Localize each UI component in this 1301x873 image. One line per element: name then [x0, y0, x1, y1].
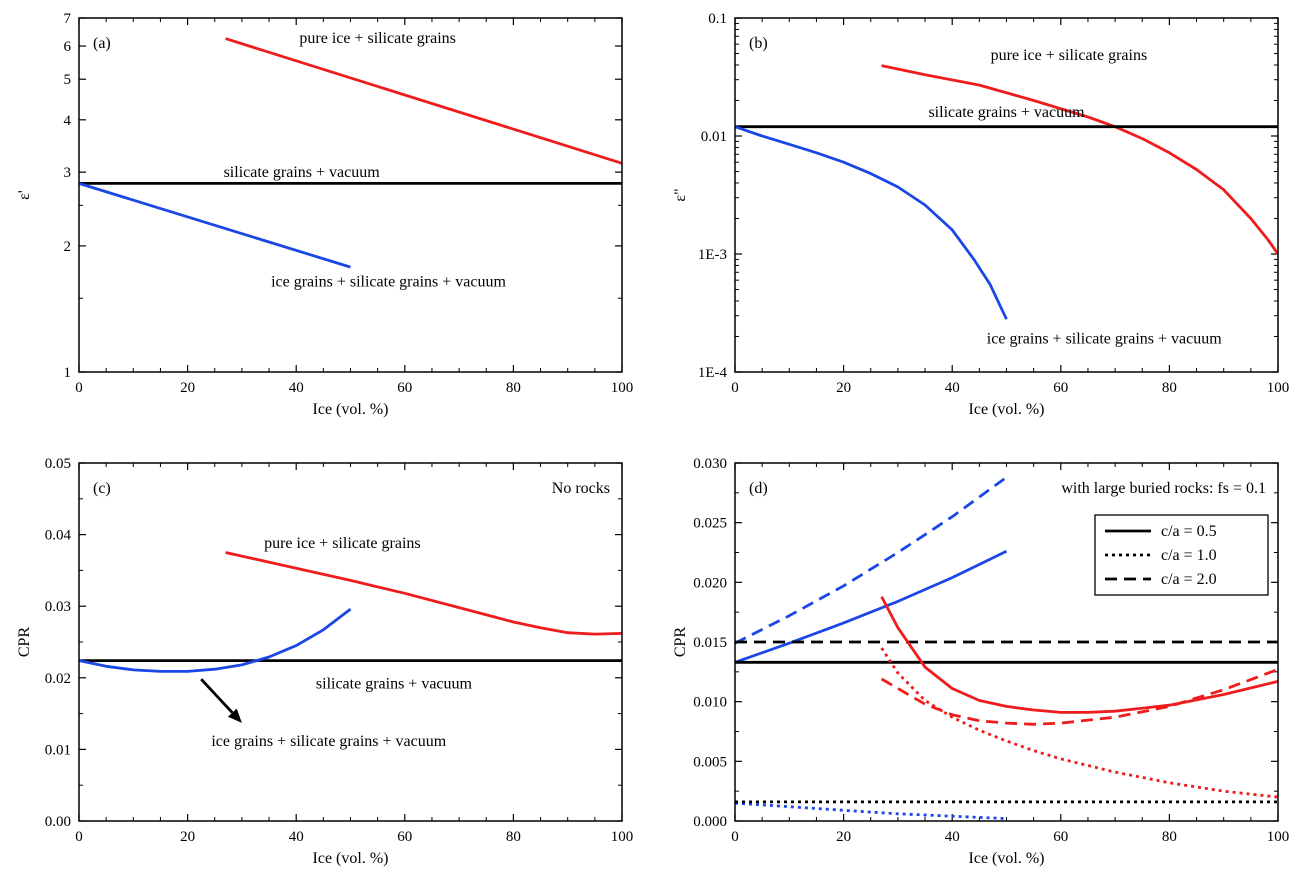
series-line [225, 551, 622, 636]
series-line [735, 476, 1008, 645]
y-axis-label: ε" [672, 188, 689, 201]
series-line [79, 607, 352, 673]
series-line [881, 64, 1278, 255]
annotation: pure ice + silicate grains [991, 47, 1148, 64]
plot-frame [78, 462, 623, 822]
panel-c: 0 20 40 60 80 100 0.00 0.01 0.02 0.03 0.04 0.05 pure… [16, 456, 633, 867]
y-tick-label: 0.010 [693, 695, 727, 711]
legend-label: c/a = 0.5 [1161, 523, 1217, 540]
x-tick-label: 100 [611, 380, 634, 396]
annotation: pure ice + silicate grains [264, 535, 421, 552]
x-tick-label: 60 [1053, 829, 1068, 845]
y-tick-label: 0.025 [693, 516, 727, 532]
y-axis-label: ε' [16, 190, 33, 200]
y-tick-label: 0.1 [708, 11, 727, 27]
x-tick-label: 100 [611, 829, 634, 845]
x-tick-label: 100 [1267, 829, 1290, 845]
series-line [735, 801, 1007, 820]
annotation: ice grains + silicate grains + vacuum [987, 330, 1222, 347]
panel-d: 0 20 40 60 80 100 0.000 0.005 0.010 0.015 0.020 0.0… [672, 456, 1289, 867]
x-tick-label: 20 [836, 829, 851, 845]
panel-label: (b) [749, 35, 768, 52]
panel-label: (c) [93, 480, 111, 497]
x-axis-label: Ice (vol. %) [969, 850, 1045, 867]
plot-frame [734, 17, 1279, 373]
x-axis-label: Ice (vol. %) [969, 401, 1045, 418]
annotation: silicate grains + vacuum [224, 164, 381, 181]
y-tick-label: 1E-4 [698, 365, 728, 381]
legend-label: c/a = 1.0 [1161, 547, 1217, 564]
x-tick-label: 0 [731, 829, 739, 845]
legend-label: c/a = 2.0 [1161, 571, 1217, 588]
x-tick-label: 80 [506, 380, 521, 396]
arrow-line [200, 678, 234, 714]
panel-b: 0 20 40 60 80 100 1E-4 1E-3 0.01 0.1 pure ice + si… [672, 11, 1289, 418]
y-tick-label: 1 [64, 365, 72, 381]
y-tick-label: 0.03 [45, 599, 71, 615]
y-tick-label: 5 [64, 72, 72, 88]
y-tick-label: 0.005 [693, 754, 727, 770]
x-tick-label: 60 [1053, 380, 1068, 396]
annotation: silicate grains + vacuum [928, 104, 1085, 121]
x-tick-label: 20 [180, 829, 195, 845]
y-tick-label: 0.00 [45, 814, 71, 830]
series-line [880, 668, 1278, 726]
series-line [225, 37, 622, 165]
x-tick-label: 40 [289, 380, 304, 396]
series-line [735, 550, 1008, 664]
y-tick-label: 2 [64, 239, 72, 255]
y-tick-label: 0.01 [45, 742, 71, 758]
x-tick-label: 100 [1267, 380, 1290, 396]
x-tick-label: 60 [397, 380, 412, 396]
panel-label: (d) [749, 480, 768, 497]
annotation: silicate grains + vacuum [316, 676, 473, 693]
series-line [79, 182, 351, 269]
x-tick-label: 80 [1162, 380, 1177, 396]
x-tick-label: 80 [1162, 829, 1177, 845]
y-tick-label: 0.04 [45, 528, 72, 544]
y-tick-label: 6 [64, 39, 72, 55]
y-tick-label: 0.015 [693, 635, 727, 651]
y-tick-label: 7 [64, 11, 72, 27]
x-tick-label: 20 [836, 380, 851, 396]
x-tick-label: 0 [75, 380, 83, 396]
x-tick-label: 40 [945, 380, 960, 396]
corner-label: with large buried rocks: fs = 0.1 [1061, 480, 1266, 497]
panel-label: (a) [93, 35, 111, 52]
x-tick-label: 80 [506, 829, 521, 845]
y-tick-label: 4 [64, 113, 72, 129]
x-tick-label: 0 [731, 380, 739, 396]
y-axis-label: CPR [672, 627, 689, 658]
x-tick-label: 40 [289, 829, 304, 845]
plot-frame [78, 17, 623, 373]
series-line [880, 647, 1278, 799]
y-axis-label: CPR [16, 627, 33, 658]
y-tick-label: 0.05 [45, 456, 71, 472]
corner-label: No rocks [552, 480, 610, 497]
x-axis-label: Ice (vol. %) [313, 401, 389, 418]
y-tick-label: 0.030 [693, 456, 727, 472]
y-tick-label: 0.02 [45, 671, 71, 687]
x-tick-label: 60 [397, 829, 412, 845]
x-axis-label: Ice (vol. %) [313, 850, 389, 867]
annotation: ice grains + silicate grains + vacuum [271, 273, 506, 290]
y-tick-label: 0.000 [693, 814, 727, 830]
plot-frame [734, 462, 1279, 822]
y-tick-label: 1E-3 [698, 247, 727, 263]
annotation: pure ice + silicate grains [299, 30, 456, 47]
panel-a: 0 20 40 60 80 100 1 2 3 4 5 6 7 pure ice + silicate g… [16, 11, 633, 418]
y-tick-label: 0.01 [701, 129, 727, 145]
series-line [880, 596, 1278, 714]
legend-box [1094, 514, 1269, 596]
annotation: ice grains + silicate grains + vacuum [211, 733, 446, 750]
y-tick-label: 0.020 [693, 575, 727, 591]
y-tick-label: 3 [64, 165, 72, 181]
series-line [735, 125, 1008, 320]
x-tick-label: 20 [180, 380, 195, 396]
arrow-head [227, 708, 242, 723]
x-tick-label: 40 [945, 829, 960, 845]
x-tick-label: 0 [75, 829, 83, 845]
